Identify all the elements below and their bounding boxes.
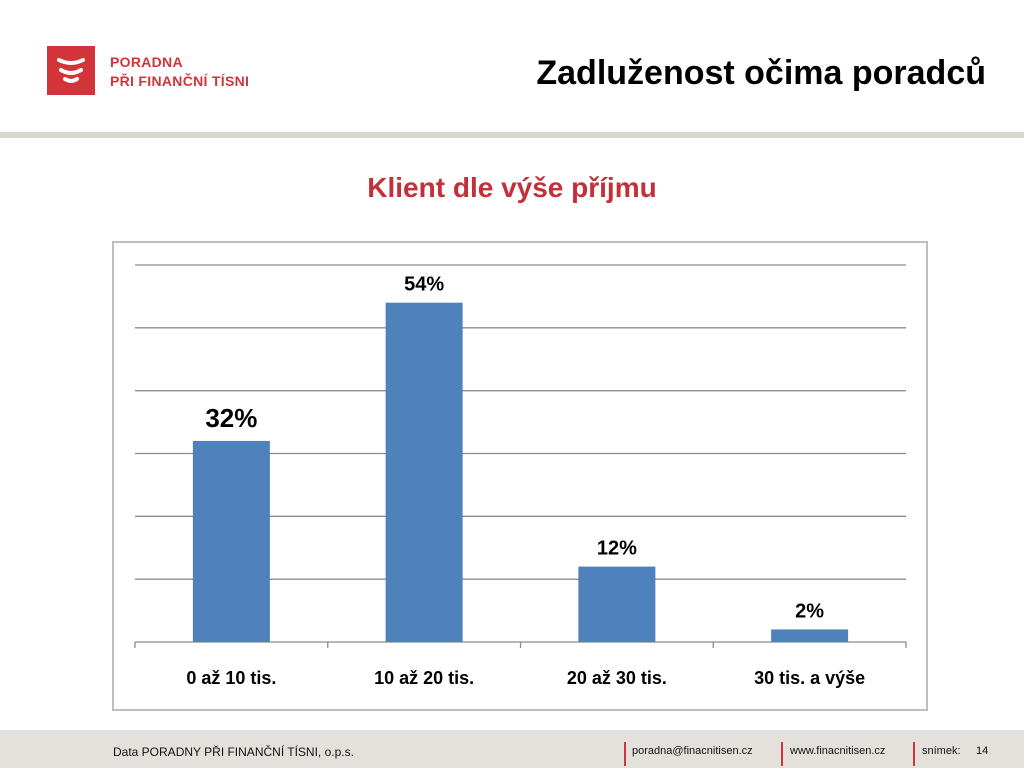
logo [47, 46, 95, 95]
data-label: 12% [597, 538, 637, 560]
category-label: 0 až 10 tis. [186, 668, 276, 688]
bar [192, 440, 270, 642]
footer-separator [624, 742, 626, 766]
category-label: 30 tis. a výše [754, 668, 865, 688]
data-label: 32% [205, 403, 257, 433]
bar [578, 566, 656, 642]
footer-separator [913, 742, 915, 766]
org-line-2: PŘI FINANČNÍ TÍSNI [110, 73, 250, 89]
footer-slide-label: snímek: [922, 745, 961, 757]
footer-slide-number: 14 [976, 745, 989, 757]
data-label: 54% [404, 274, 444, 296]
bar [385, 302, 463, 642]
footer-source: Data PORADNY PŘI FINANČNÍ TÍSNI, o.p.s. [113, 745, 354, 759]
chart-title: Klient dle výše příjmu [367, 172, 657, 203]
footer-web[interactable]: www.finacnitisen.cz [790, 745, 886, 757]
data-label: 2% [795, 600, 824, 622]
footer: Data PORADNY PŘI FINANČNÍ TÍSNI, o.p.s. … [0, 730, 1024, 768]
page-title: Zadluženost očima poradců [536, 54, 986, 92]
logo-icon [57, 58, 85, 83]
footer-separator [781, 742, 783, 766]
chart-frame: 32% 0 až 10 tis. 54% 10 až 20 tis. 12% 20 až … [112, 241, 928, 711]
header-divider [0, 132, 1024, 138]
organization-name: PORADNA PŘI FINANČNÍ TÍSNI [110, 53, 249, 91]
bar-chart: 32% 0 až 10 tis. 54% 10 až 20 tis. 12% 20 až … [134, 264, 907, 688]
footer-email[interactable]: poradna@finacnitisen.cz [632, 745, 753, 757]
category-label: 20 až 30 tis. [567, 668, 667, 688]
category-label: 10 až 20 tis. [374, 668, 474, 688]
bar [771, 629, 849, 642]
org-line-1: PORADNA [110, 54, 183, 70]
